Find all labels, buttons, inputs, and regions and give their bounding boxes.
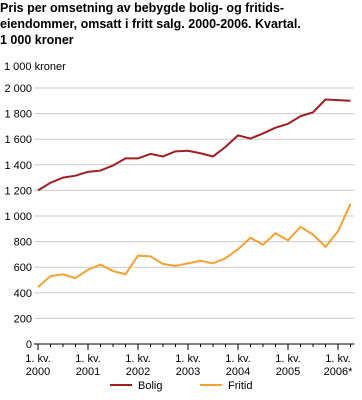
- legend-label: Bolig: [138, 380, 162, 392]
- y-axis-label: 1 000 kroner: [4, 61, 66, 73]
- chart-title: Pris per omsetning av bebygde bolig- og …: [0, 1, 284, 15]
- y-tick-label: 2 000: [4, 83, 32, 95]
- x-tick-label: 1. kv. 2003: [175, 353, 200, 378]
- chart-title: eiendommer, omsatt i fritt salg. 2000-20…: [0, 17, 301, 31]
- y-tick-label: 1 400: [4, 160, 32, 172]
- x-tick-label: 1. kv. 2004: [225, 353, 250, 378]
- y-tick-label: 0: [26, 339, 32, 351]
- y-tick-label: 600: [14, 262, 32, 274]
- x-tick-label: 1. kv. 2000: [25, 353, 50, 378]
- y-tick-label: 1 200: [4, 185, 32, 197]
- legend-label: Fritid: [228, 380, 252, 392]
- y-tick-label: 1 000: [4, 211, 32, 223]
- chart-title: 1 000 kroner: [0, 33, 74, 47]
- series-line: [37, 203, 352, 288]
- x-tick-label: 1. kv. 2001: [75, 353, 100, 378]
- x-tick-label: 1. kv. 2002: [125, 353, 150, 378]
- y-tick-label: 1 600: [4, 134, 32, 146]
- series-line: [37, 98, 351, 192]
- y-tick-label: 800: [14, 237, 32, 249]
- y-tick-label: 400: [14, 288, 32, 300]
- y-tick-label: 1 800: [4, 109, 32, 121]
- x-tick-label: 1. kv. 2005: [275, 353, 300, 378]
- x-tick-label: 1. kv. 2006*: [324, 353, 353, 378]
- y-tick-label: 200: [14, 313, 32, 325]
